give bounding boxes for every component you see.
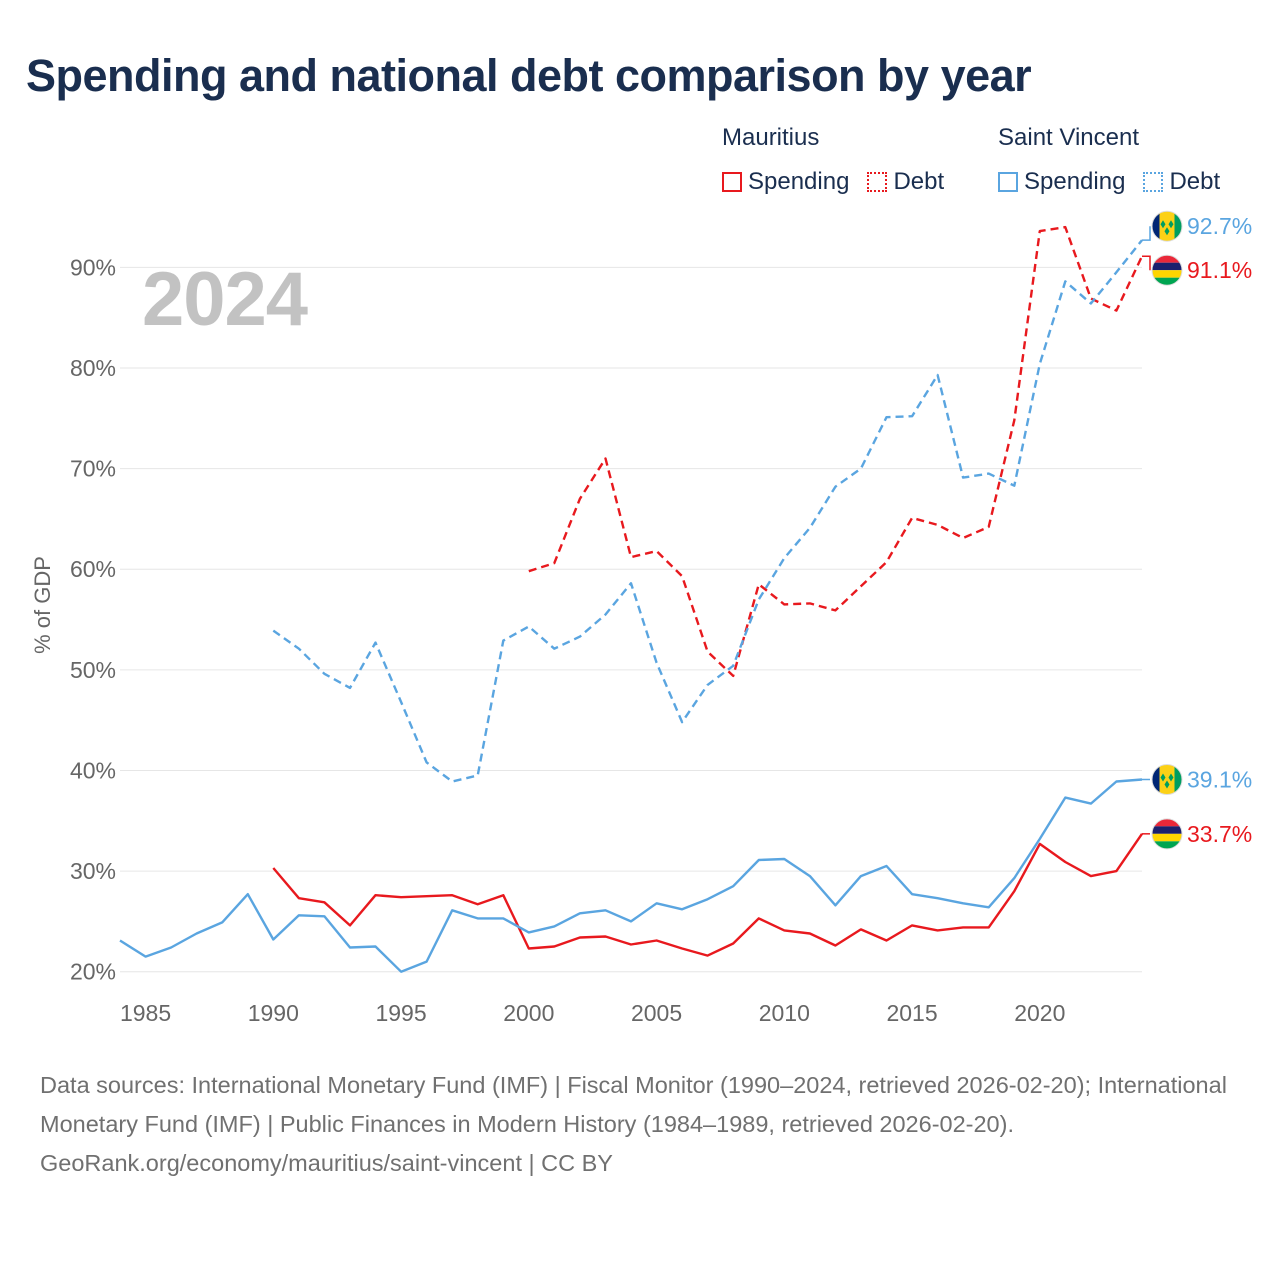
line-chart: 20% 30% 40% 50% 60% 70% 80% 90% 1985 1990 1995 2000… [30, 210, 1252, 1026]
legend-mauritius: Mauritius Spending Debt [722, 124, 962, 196]
x-tick-label: 2005 [631, 1000, 682, 1026]
saint-vincent-flag-icon [1151, 763, 1183, 795]
year-watermark: 2024 [142, 257, 308, 342]
x-tick-label: 2020 [1014, 1000, 1065, 1026]
x-tick-label: 2000 [503, 1000, 554, 1026]
y-tick-label: 80% [70, 355, 116, 381]
series-line-mauritius-spending [272, 833, 1143, 957]
saint-vincent-flag-icon [1151, 210, 1183, 242]
legend-item-saint-vincent-debt[interactable]: Debt [1143, 168, 1220, 196]
legend-item-mauritius-debt[interactable]: Debt [867, 168, 944, 196]
mauritius-flag-icon [1151, 254, 1183, 286]
legend-group-label: Mauritius [722, 124, 820, 151]
credit-link[interactable]: GeoRank.org/economy/mauritius/saint-vinc… [40, 1150, 613, 1176]
legend-item-label: Debt [1169, 168, 1221, 195]
label-connector [1142, 255, 1151, 271]
footer: Data sources: International Monetary Fun… [40, 1066, 1240, 1183]
legend-saint-vincent: Saint Vincent Spending Debt [998, 124, 1238, 196]
dotted-swatch-icon [1143, 172, 1164, 192]
series-line-saint-vincent-debt [272, 239, 1143, 783]
legend-item-label: Spending [748, 168, 850, 195]
series-line-saint-vincent-spending [119, 778, 1143, 973]
series-line-mauritius-debt [528, 225, 1144, 678]
solid-swatch-icon [998, 172, 1018, 192]
legend-item-label: Debt [893, 168, 945, 195]
y-tick-label: 40% [70, 757, 116, 783]
y-tick-label: 30% [70, 858, 116, 884]
end-value-label: 39.1% [1187, 766, 1252, 792]
legend-item-mauritius-spending[interactable]: Spending [722, 168, 849, 196]
legend-group-label: Saint Vincent [998, 124, 1139, 151]
x-tick-label: 1995 [375, 1000, 426, 1026]
end-value-label: 91.1% [1187, 257, 1252, 283]
chart-title: Spending and national debt comparison by… [26, 50, 1032, 101]
y-tick-label: 50% [70, 657, 116, 683]
x-tick-label: 1985 [120, 1000, 171, 1026]
y-tick-label: 60% [70, 556, 116, 582]
mauritius-flag-icon [1151, 818, 1183, 850]
x-tick-label: 1990 [248, 1000, 299, 1026]
end-value-label: 33.7% [1187, 821, 1252, 847]
legend-item-saint-vincent-spending[interactable]: Spending [998, 168, 1125, 196]
y-tick-label: 20% [70, 959, 116, 985]
end-value-label: 92.7% [1187, 213, 1252, 239]
solid-swatch-icon [722, 172, 742, 192]
label-connector [1142, 226, 1151, 241]
y-axis-label: % of GDP [30, 556, 55, 654]
y-tick-label: 90% [70, 254, 116, 280]
y-tick-label: 70% [70, 456, 116, 482]
legend-item-label: Spending [1024, 168, 1126, 195]
x-tick-label: 2010 [759, 1000, 810, 1026]
dotted-swatch-icon [867, 172, 888, 192]
data-sources: Data sources: International Monetary Fun… [40, 1072, 1227, 1137]
x-tick-label: 2015 [886, 1000, 937, 1026]
